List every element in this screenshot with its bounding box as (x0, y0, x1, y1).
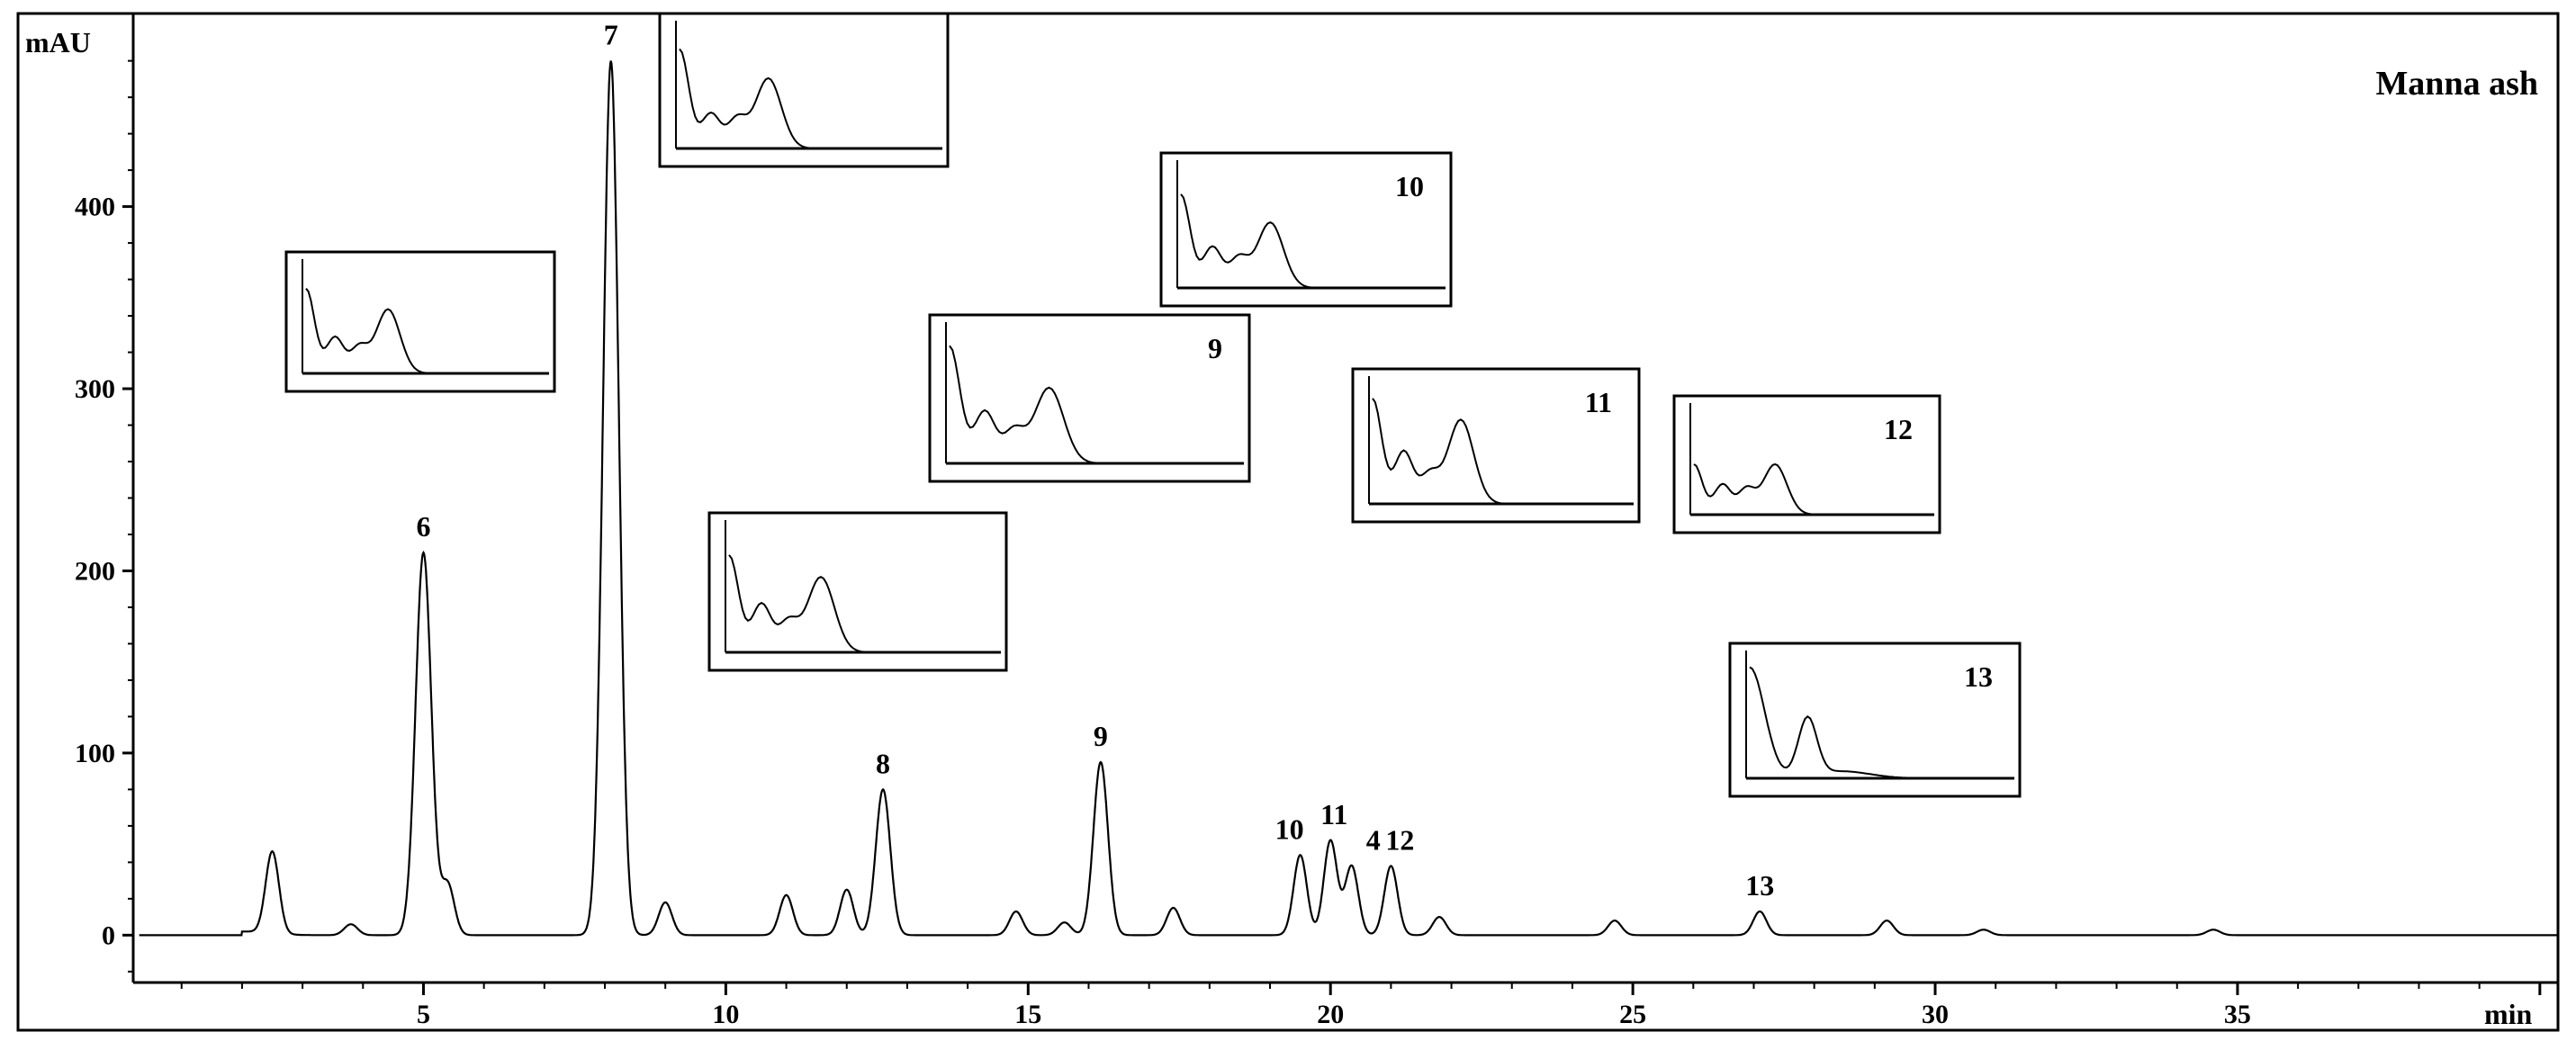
plot-frame (16, 12, 2560, 1032)
x-axis-unit-label: min (2484, 998, 2533, 1030)
inset-spectrum-line (679, 48, 941, 149)
inset-spectrum-line (949, 345, 1242, 464)
peak-label: 11 (1320, 798, 1347, 830)
inset-frame (1728, 642, 2022, 798)
peak-label: 4 (1366, 823, 1381, 856)
inset-frame (1159, 151, 1453, 308)
y-tick-label: 300 (75, 374, 115, 404)
uv-spectrum-insets: 9 10 11 12 13 (284, 12, 2022, 798)
uv-spectrum-inset: 11 (1351, 367, 1641, 524)
x-tick-label: 35 (2224, 1000, 2251, 1029)
peak-label: 12 (1385, 823, 1414, 856)
x-tick-label: 25 (1619, 1000, 1646, 1029)
inset-frame (707, 511, 1008, 672)
peak-label: 7 (604, 19, 618, 51)
chromatogram-trace (139, 60, 2558, 937)
inset-frame (1672, 394, 1941, 534)
uv-spectrum-inset (707, 511, 1008, 672)
inset-label: 13 (1964, 660, 1993, 693)
inset-spectrum-line (1693, 462, 1932, 516)
peak-label: 6 (416, 510, 430, 543)
peak-label: 9 (1094, 720, 1108, 752)
inset-frame (658, 12, 950, 168)
peak-labels: 6 7 8 9 10 11 4 12 13 (416, 19, 1774, 902)
peak-label: 10 (1275, 812, 1304, 845)
uv-spectrum-inset: 13 (1728, 642, 2022, 798)
uv-spectrum-inset: 10 (1159, 151, 1453, 308)
inset-frame (1351, 367, 1641, 524)
uv-spectrum-inset (658, 12, 950, 168)
x-tick-label: 5 (417, 1000, 430, 1029)
inset-spectrum-line (1180, 193, 1444, 289)
y-tick-label: 200 (75, 556, 115, 586)
y-axis-unit-label: mAU (25, 26, 91, 58)
y-tick-label: 400 (75, 193, 115, 222)
y-tick-label: 100 (75, 739, 115, 768)
y-ticks: 0 100 200 300 400 (75, 59, 133, 973)
uv-spectrum-inset (284, 250, 556, 393)
inset-frame (928, 313, 1251, 483)
peak-label: 8 (876, 747, 890, 779)
y-tick-label: 0 (102, 920, 115, 950)
uv-spectrum-inset: 12 (1672, 394, 1941, 534)
x-tick-label: 10 (712, 1000, 739, 1029)
inset-label: 10 (1395, 170, 1424, 202)
x-tick-label: 30 (1922, 1000, 1949, 1029)
inset-spectrum-line (305, 287, 547, 374)
uv-spectrum-inset: 9 (928, 313, 1251, 483)
inset-spectrum-line (728, 554, 999, 653)
inset-frame (284, 250, 556, 393)
inset-label: 12 (1884, 413, 1913, 445)
x-ticks: 5 10 15 20 25 30 35 (180, 983, 2542, 1029)
x-tick-label: 20 (1317, 1000, 1344, 1029)
peak-label: 13 (1745, 869, 1774, 902)
x-tick-label: 15 (1014, 1000, 1041, 1029)
chart-title: Manna ash (2375, 65, 2538, 103)
inset-label: 11 (1585, 386, 1612, 418)
inset-spectrum-line (1372, 398, 1632, 505)
inset-label: 9 (1208, 332, 1222, 364)
inset-spectrum-line (1749, 666, 2013, 779)
